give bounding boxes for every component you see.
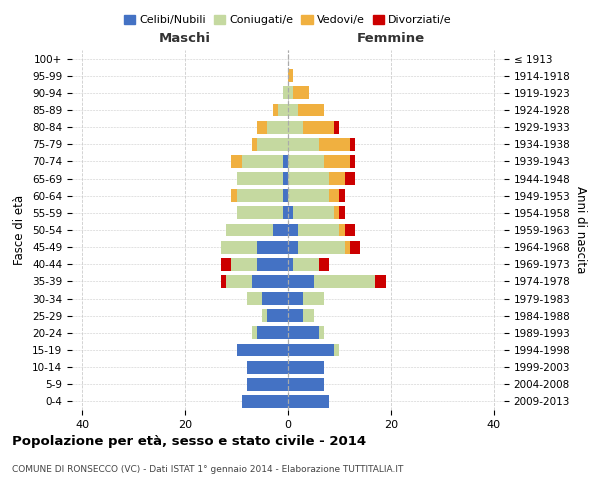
Bar <box>288 86 293 100</box>
Bar <box>340 206 344 220</box>
Bar <box>298 104 324 117</box>
Bar <box>221 240 257 254</box>
Bar <box>288 224 298 236</box>
Bar <box>334 206 340 220</box>
Bar <box>319 138 350 150</box>
Bar <box>319 326 324 340</box>
Bar <box>288 310 304 322</box>
Legend: Celibi/Nubili, Coniugati/e, Vedovi/e, Divorziati/e: Celibi/Nubili, Coniugati/e, Vedovi/e, Di… <box>120 10 456 30</box>
Bar <box>257 326 288 340</box>
Bar <box>226 224 272 236</box>
Bar <box>242 395 288 408</box>
Bar <box>226 275 252 288</box>
Bar <box>257 138 288 150</box>
Bar <box>334 344 340 356</box>
Bar <box>247 292 262 305</box>
Bar <box>288 206 293 220</box>
Bar <box>232 190 236 202</box>
Bar <box>283 172 288 185</box>
Bar <box>329 190 340 202</box>
Bar <box>272 224 288 236</box>
Bar <box>293 258 319 270</box>
Bar <box>340 224 344 236</box>
Bar <box>232 258 257 270</box>
Text: Femmine: Femmine <box>357 32 425 45</box>
Bar <box>293 206 334 220</box>
Bar <box>340 190 344 202</box>
Bar <box>252 326 257 340</box>
Bar <box>288 275 314 288</box>
Bar <box>288 70 293 82</box>
Bar <box>304 120 334 134</box>
Bar <box>350 155 355 168</box>
Bar <box>232 155 242 168</box>
Bar <box>247 378 288 390</box>
Bar <box>283 206 288 220</box>
Bar <box>221 275 226 288</box>
Bar <box>350 138 355 150</box>
Y-axis label: Anni di nascita: Anni di nascita <box>574 186 587 274</box>
Bar <box>288 258 293 270</box>
Bar <box>278 104 288 117</box>
Bar <box>288 155 324 168</box>
Bar <box>252 138 257 150</box>
Bar <box>262 310 268 322</box>
Bar <box>262 292 288 305</box>
Bar <box>268 120 288 134</box>
Bar <box>221 258 232 270</box>
Bar <box>268 310 288 322</box>
Bar <box>257 258 288 270</box>
Bar <box>288 120 304 134</box>
Bar <box>344 172 355 185</box>
Bar <box>334 120 340 134</box>
Bar <box>298 240 344 254</box>
Bar <box>288 326 319 340</box>
Bar <box>324 155 350 168</box>
Bar <box>288 138 319 150</box>
Bar <box>236 172 283 185</box>
Bar <box>288 292 304 305</box>
Text: Maschi: Maschi <box>159 32 211 45</box>
Bar <box>236 206 283 220</box>
Bar <box>272 104 278 117</box>
Y-axis label: Fasce di età: Fasce di età <box>13 195 26 265</box>
Bar <box>288 344 334 356</box>
Bar <box>329 172 344 185</box>
Bar <box>288 360 324 374</box>
Bar <box>344 240 350 254</box>
Bar <box>314 275 376 288</box>
Bar <box>236 190 283 202</box>
Bar <box>288 190 329 202</box>
Bar <box>298 224 340 236</box>
Bar <box>288 240 298 254</box>
Bar <box>257 120 268 134</box>
Bar <box>236 344 288 356</box>
Bar <box>293 86 308 100</box>
Bar <box>288 104 298 117</box>
Bar <box>288 378 324 390</box>
Text: COMUNE DI RONSECCO (VC) - Dati ISTAT 1° gennaio 2014 - Elaborazione TUTTITALIA.I: COMUNE DI RONSECCO (VC) - Dati ISTAT 1° … <box>12 465 403 474</box>
Bar <box>283 190 288 202</box>
Bar <box>288 395 329 408</box>
Bar <box>350 240 360 254</box>
Bar <box>304 292 324 305</box>
Bar <box>247 360 288 374</box>
Bar <box>283 155 288 168</box>
Bar <box>288 172 329 185</box>
Bar <box>304 310 314 322</box>
Bar <box>344 224 355 236</box>
Text: Popolazione per età, sesso e stato civile - 2014: Popolazione per età, sesso e stato civil… <box>12 435 366 448</box>
Bar <box>252 275 288 288</box>
Bar <box>242 155 283 168</box>
Bar <box>257 240 288 254</box>
Bar <box>283 86 288 100</box>
Bar <box>376 275 386 288</box>
Bar <box>319 258 329 270</box>
